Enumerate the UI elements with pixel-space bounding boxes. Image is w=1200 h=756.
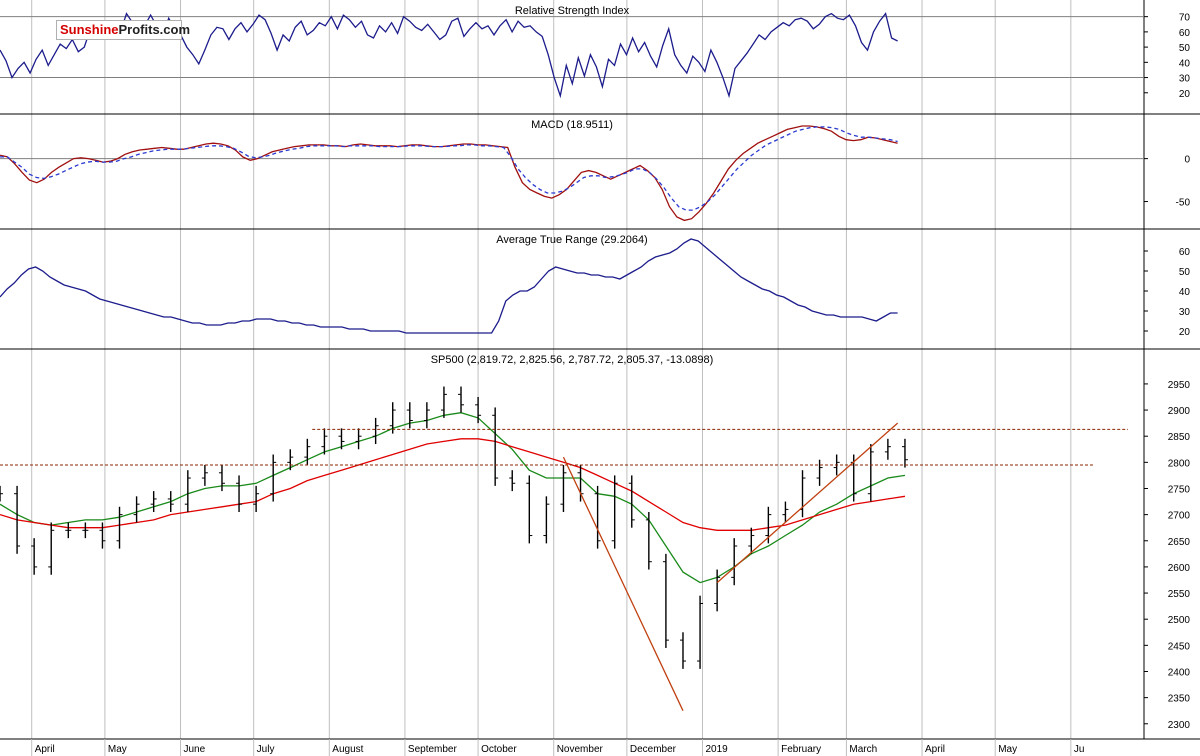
x-tick-label: October [481,744,517,755]
logo-part-profits: Profits.com [118,22,191,37]
y-tick-label: 2350 [1168,694,1191,705]
x-tick-label: April [35,744,55,755]
x-tick-label: June [184,744,206,755]
trend-line [562,456,684,711]
y-tick-label: 0 [1184,155,1190,166]
x-tick-label: May [108,744,127,755]
y-tick-label: 2650 [1168,537,1191,548]
signal-line [0,126,898,211]
indicator-panel-1: Relative Strength Index 70 60 50 40 30 20 [0,0,1200,115]
y-tick-label: 40 [1179,287,1191,298]
y-tick-label: 2300 [1168,720,1191,731]
trend-line [716,422,899,584]
y-tick-label: 20 [1179,327,1191,338]
x-tick-label: July [257,744,275,755]
y-tick-label: 2750 [1168,484,1191,495]
indicator-line [0,238,898,334]
indicator-panel-2: MACD (18.9511) 0 -50 [0,114,1200,230]
y-tick-label: 50 [1179,267,1191,278]
panel-title: Average True Range (29.2064) [496,234,647,246]
x-axis: April May June July August September October No… [31,739,1085,756]
y-tick-label: 2500 [1168,615,1191,626]
indicator-line [0,12,898,99]
panel-title: Relative Strength Index [515,5,630,17]
x-tick-label: April [925,744,945,755]
y-tick-label: 30 [1179,307,1191,318]
y-tick-label: 70 [1179,13,1191,24]
vertical-gridlines [31,0,1072,739]
y-tick-label: -50 [1176,198,1191,209]
y-tick-label: 2950 [1168,380,1191,391]
y-tick-label: 20 [1179,89,1191,100]
x-tick-label: 2019 [705,744,728,755]
x-tick-label: Ju [1074,744,1085,755]
macd-line [0,125,898,222]
y-tick-label: 40 [1179,58,1191,69]
x-tick-label: May [998,744,1017,755]
y-tick-label: 2450 [1168,641,1191,652]
x-tick-label: November [557,744,604,755]
x-tick-label: March [849,744,877,755]
y-tick-label: 50 [1179,43,1191,54]
x-tick-label: February [781,744,821,755]
y-tick-label: 2550 [1168,589,1191,600]
x-tick-label: December [630,744,677,755]
y-tick-label: 2400 [1168,667,1191,678]
indicator-panel-4: SP500 (2,819.72, 2,825.56, 2,787.72, 2,8… [0,349,1200,740]
y-tick-label: 2600 [1168,563,1191,574]
x-tick-label: August [332,744,363,755]
y-tick-label: 2800 [1168,458,1191,469]
y-tick-label: 60 [1179,28,1191,39]
panel-title: MACD (18.9511) [531,119,613,131]
y-tick-label: 60 [1179,247,1191,258]
moving-average-red [0,438,906,531]
sunshine-profits-logo: SunshineProfits.com [56,20,190,40]
panels: Relative Strength Index 70 60 50 40 30 20 MACD … [0,0,1200,740]
y-tick-label: 2900 [1168,406,1191,417]
x-tick-label: September [408,744,458,755]
moving-average-green [0,412,906,584]
panel-title: SP500 (2,819.72, 2,825.56, 2,787.72, 2,8… [431,354,714,366]
y-tick-label: 2850 [1168,432,1191,443]
logo-part-sunshine: Sunshine [60,22,119,37]
indicator-panel-3: Average True Range (29.2064) 60 50 40 30 20 [0,229,1200,350]
y-tick-label: 30 [1179,74,1191,85]
y-tick-label: 2700 [1168,511,1191,522]
